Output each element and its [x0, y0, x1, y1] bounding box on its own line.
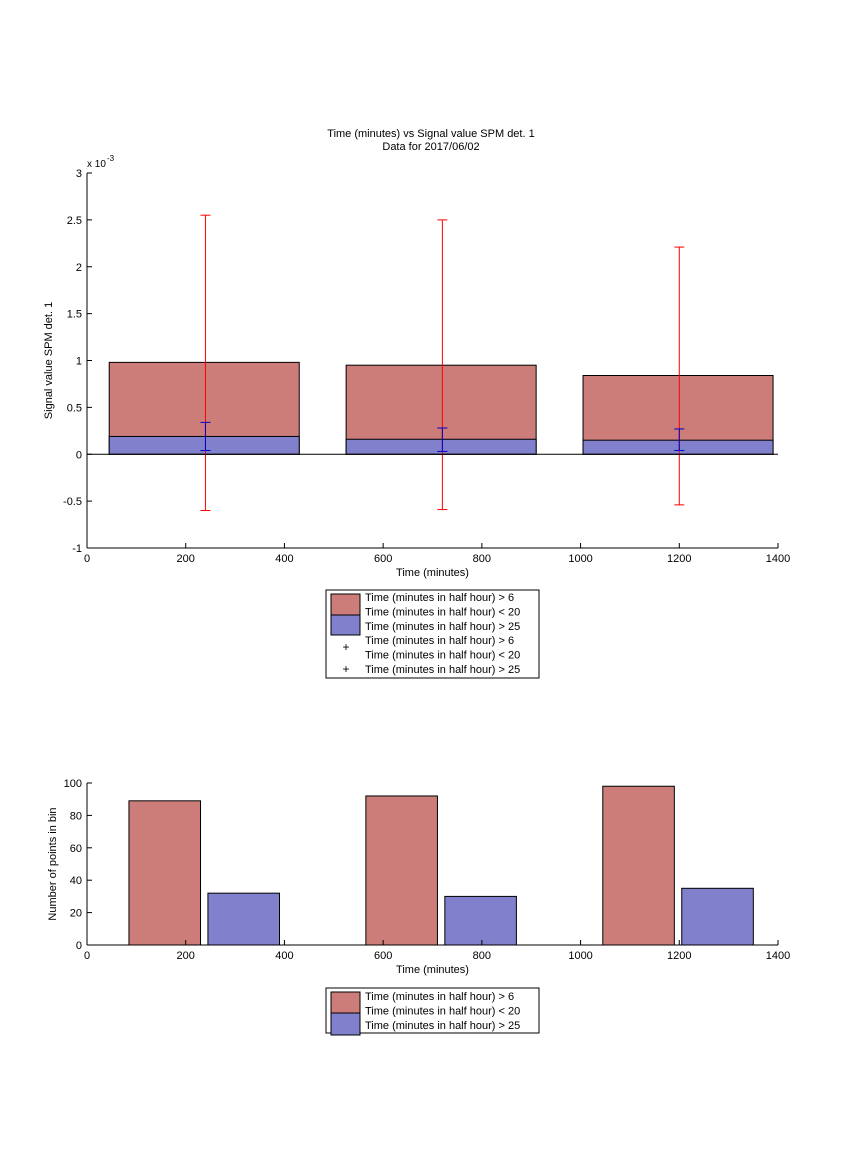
x-tick-label: 1400 — [766, 950, 790, 962]
legend-entry: Time (minutes in half hour) < 20 — [365, 650, 520, 662]
bar — [444, 895, 517, 946]
chart-subtitle: Data for 2017/06/02 — [382, 141, 479, 153]
y-tick-label: 0.5 — [67, 402, 82, 414]
legend-entry: Time (minutes in half hour) > 25 — [365, 1020, 520, 1032]
legend-marker-a: + — [342, 640, 349, 654]
legend-entry: Time (minutes in half hour) > 25 — [365, 621, 520, 633]
y-tick-label: 0 — [76, 940, 82, 952]
y-tick-label: 3 — [76, 168, 82, 180]
x-axis-label: Time (minutes) — [396, 567, 469, 579]
signal-chart-legend: + + Time (minutes in half hour) > 6 Time (m… — [325, 589, 540, 679]
x-tick-label: 800 — [473, 553, 491, 565]
x-tick-label: 1000 — [568, 950, 592, 962]
legend-swatch-a — [330, 593, 361, 617]
x-tick-label: 400 — [275, 950, 293, 962]
y-tick-label: 40 — [70, 875, 82, 887]
y-tick-label: 60 — [70, 843, 82, 855]
y-exponent-power: -3 — [107, 154, 115, 163]
y-tick-label: 1 — [76, 356, 82, 368]
legend-swatch-a — [330, 991, 361, 1015]
bar — [345, 438, 537, 455]
legend-swatch-b — [330, 614, 361, 636]
legend-entry: Time (minutes in half hour) < 20 — [365, 1005, 520, 1017]
legend-entry: Time (minutes in half hour) > 6 — [365, 991, 514, 1003]
y-tick-label: 80 — [70, 810, 82, 822]
x-tick-label: 0 — [84, 553, 90, 565]
legend-entry: Time (minutes in half hour) < 20 — [365, 606, 520, 618]
x-tick-label: 400 — [275, 553, 293, 565]
bar — [207, 892, 280, 946]
bar — [128, 800, 202, 946]
y-tick-label: 1.5 — [67, 309, 82, 321]
x-tick-label: 0 — [84, 950, 90, 962]
legend-entry: Time (minutes in half hour) > 6 — [365, 635, 514, 647]
x-tick-label: 200 — [177, 553, 195, 565]
y-exponent-label: x 10 — [87, 159, 106, 170]
count-chart: 0 200 400 600 800 1000 1200 1400 0 20 40 60 80 100 Tim… — [47, 778, 790, 976]
bar — [582, 439, 774, 455]
legend-box — [325, 589, 540, 679]
legend-entry: Time (minutes in half hour) > 6 — [365, 592, 514, 604]
x-tick-label: 1400 — [766, 553, 790, 565]
y-tick-label: -0.5 — [63, 496, 82, 508]
y-tick-label: -1 — [72, 543, 82, 555]
bar — [681, 887, 754, 946]
legend-box — [325, 987, 540, 1034]
y-tick-label: 100 — [64, 778, 82, 790]
x-tick-label: 600 — [374, 950, 392, 962]
x-tick-label: 1000 — [568, 553, 592, 565]
bar — [108, 435, 300, 455]
x-tick-label: 1200 — [667, 553, 691, 565]
y-axis-label: Number of points in bin — [47, 807, 59, 920]
y-axis-label: Signal value SPM det. 1 — [43, 302, 55, 419]
x-tick-label: 600 — [374, 553, 392, 565]
x-axis-label: Time (minutes) — [396, 964, 469, 976]
chart-title: Time (minutes) vs Signal value SPM det. … — [327, 128, 534, 140]
x-tick-label: 800 — [473, 950, 491, 962]
y-tick-label: 20 — [70, 908, 82, 920]
x-tick-label: 200 — [177, 950, 195, 962]
legend-swatch-b — [330, 1012, 361, 1036]
y-tick-label: 0 — [76, 449, 82, 461]
y-tick-label: 2 — [76, 262, 82, 274]
bar — [365, 795, 438, 946]
legend-entry: Time (minutes in half hour) > 25 — [365, 664, 520, 676]
y-tick-label: 2.5 — [67, 215, 82, 227]
legend-marker-b: + — [342, 662, 349, 676]
x-tick-label: 1200 — [667, 950, 691, 962]
signal-chart: 0 200 400 600 800 1000 1200 1400 -1 -0.5 0 0.5 1 1.5 2… — [43, 154, 790, 579]
count-chart-legend: Time (minutes in half hour) > 6 Time (min… — [325, 987, 540, 1036]
bar — [602, 785, 675, 946]
